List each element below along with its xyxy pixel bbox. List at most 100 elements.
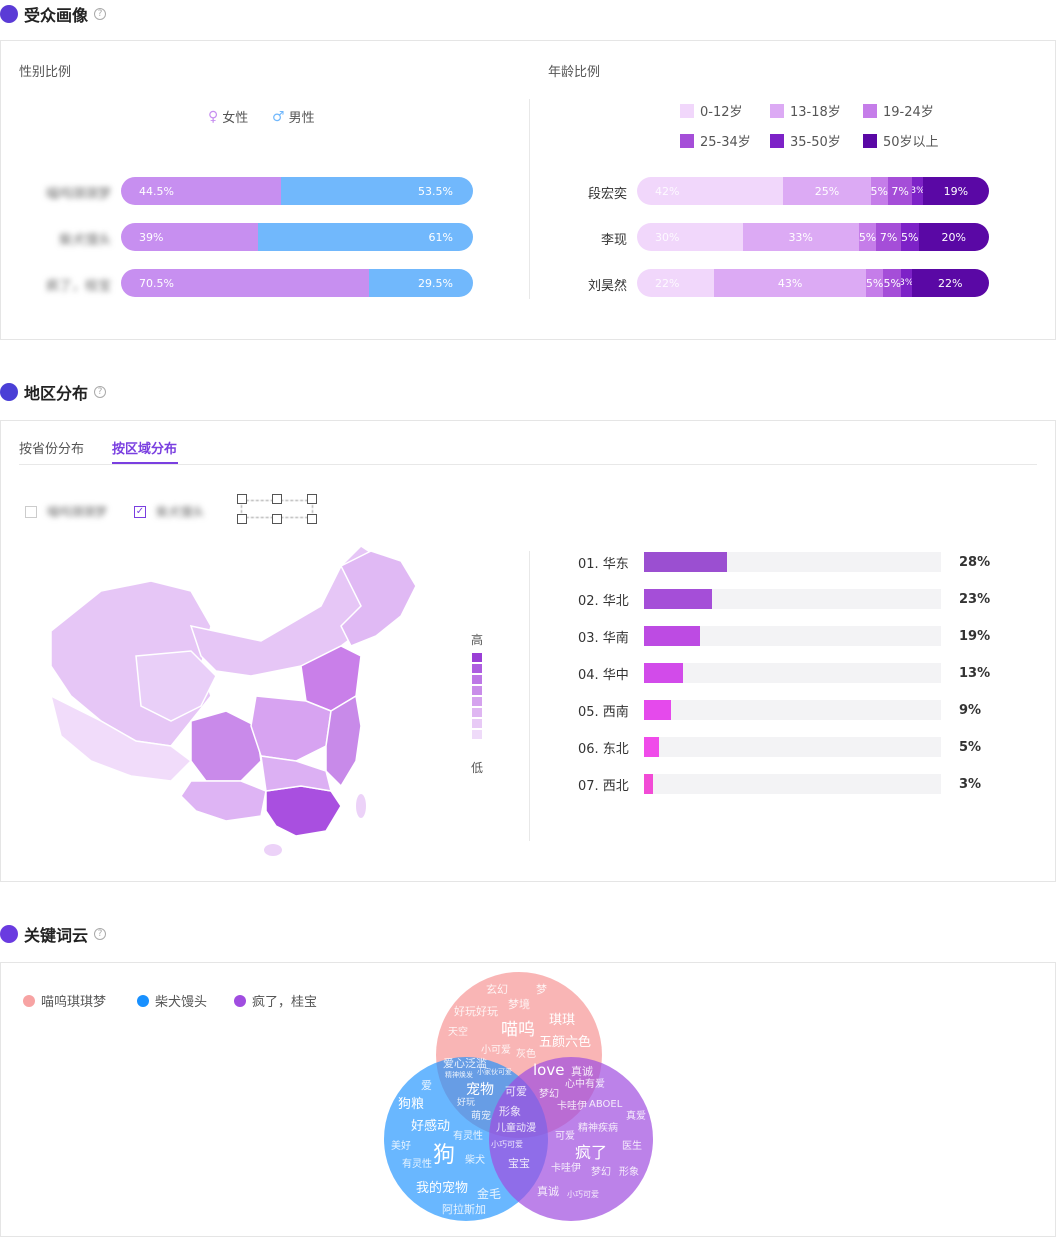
keyword-word: 狗 <box>433 1143 456 1168</box>
resize-handle-box[interactable] <box>237 494 317 524</box>
age-bar-segment: 33% <box>742 223 859 251</box>
globe-icon <box>0 383 18 401</box>
china-map[interactable] <box>41 546 421 856</box>
filter-item-2[interactable]: ✓ 柴犬馒头 <box>134 503 204 520</box>
checkbox-checked-icon[interactable]: ✓ <box>134 505 146 518</box>
age-bar-segment: 7% <box>876 223 901 251</box>
help-icon[interactable]: ? <box>94 8 107 20</box>
age-legend-swatch <box>770 103 784 118</box>
age-bar-segment: 5% <box>865 269 884 297</box>
age-bar[interactable]: 22%43%5%5%3%22% <box>637 269 989 297</box>
filter-label: 喵呜琪琪梦 <box>47 505 108 519</box>
audience-icon <box>0 5 18 23</box>
keyword-word: 好感动 <box>411 1119 451 1134</box>
keyword-word: 阿拉斯加 <box>442 1203 486 1216</box>
keyword-word: 灰色 <box>516 1049 536 1060</box>
help-icon[interactable]: ? <box>94 386 107 398</box>
legend-female[interactable]: ♀ 女性 <box>208 107 248 127</box>
region-bar-track <box>644 552 941 572</box>
keyword-legend-item[interactable]: 柴犬馒头 <box>137 991 207 1010</box>
region-bar-fill <box>644 774 653 794</box>
age-bar-segment: 5% <box>870 177 888 205</box>
age-legend-swatch <box>680 133 694 148</box>
keyword-word: 真爱 <box>626 1111 646 1122</box>
age-legend-item[interactable]: 50岁以上 <box>863 131 939 150</box>
keyword-word: 美好 <box>391 1141 411 1152</box>
age-legend-label: 35-50岁 <box>790 135 841 150</box>
region-row[interactable]: 03. 华南 19% <box>578 626 998 646</box>
age-legend-item[interactable]: 25-34岁 <box>680 131 751 150</box>
gender-bar[interactable]: 44.5% 53.5% <box>121 177 473 205</box>
keyword-word: 柴犬 <box>465 1155 485 1166</box>
tab-area[interactable]: 按区域分布 <box>112 442 178 457</box>
filter-label: 柴犬馒头 <box>156 505 205 519</box>
gender-bar[interactable]: 70.5% 29.5% <box>121 269 473 297</box>
keyword-word: 我的宠物 <box>416 1181 469 1196</box>
age-bar-segment: 20% <box>918 223 989 251</box>
checkbox[interactable] <box>25 505 37 518</box>
region-row[interactable]: 04. 华中 13% <box>578 663 998 683</box>
region-row[interactable]: 06. 东北 5% <box>578 737 998 757</box>
region-bar-fill <box>644 663 683 683</box>
region-row[interactable]: 07. 西北 3% <box>578 774 998 794</box>
age-bar[interactable]: 30% 33% 5% 7% 5% 20% <box>637 223 989 251</box>
region-bar-fill <box>644 552 728 572</box>
keyword-word: 形象 <box>619 1167 639 1178</box>
age-row-name: 李现 <box>600 233 627 248</box>
keyword-word: 小可爱 <box>481 1045 511 1056</box>
age-legend-label: 50岁以上 <box>883 135 939 150</box>
age-legend-label: 25-34岁 <box>700 135 751 150</box>
region-name: 01. 华东 <box>578 556 629 572</box>
age-row-name: 刘昊然 <box>587 279 627 294</box>
map-region-sichuan <box>190 710 262 782</box>
keyword-legend-item[interactable]: 喵呜琪琪梦 <box>23 991 106 1010</box>
age-bar[interactable]: 42%25%5%7%3%19% <box>637 177 989 205</box>
age-legend-label: 19-24岁 <box>883 105 934 120</box>
keyword-word: 真诚 <box>537 1185 559 1198</box>
gender-bar-male: 61% <box>258 223 473 251</box>
region-bar-track <box>644 663 941 683</box>
gender-bar[interactable]: 39% 61% <box>121 223 473 251</box>
age-bar-segment: 22% <box>637 269 715 297</box>
age-legend-item[interactable]: 13-18岁 <box>770 101 841 120</box>
age-legend-item[interactable]: 0-12岁 <box>680 101 743 120</box>
age-bar-segment: 7% <box>887 177 913 205</box>
region-bar-track <box>644 626 941 646</box>
legend-male[interactable]: ♂ 男性 <box>272 107 315 127</box>
age-legend-item[interactable]: 19-24岁 <box>863 101 934 120</box>
keyword-word: 五颜六色 <box>539 1035 592 1050</box>
age-bar-segment: 3% <box>912 177 923 205</box>
keywords-section-title: 关键词云 ? <box>0 922 107 946</box>
keyword-legend-item[interactable]: 疯了，桂宝 <box>234 991 317 1010</box>
age-label: 年龄比例 <box>548 65 601 80</box>
help-icon[interactable]: ? <box>94 928 107 940</box>
female-icon: ♀ <box>208 108 219 125</box>
keyword-word: 好玩好玩 <box>454 1005 498 1018</box>
legend-dot <box>23 994 35 1007</box>
keyword-word: 真诚 <box>571 1065 593 1078</box>
age-bar-segment: 5% <box>900 223 919 251</box>
region-bar-track <box>644 700 941 720</box>
region-name: 05. 西南 <box>578 704 629 720</box>
filter-item-1[interactable]: 喵呜琪琪梦 <box>25 503 107 520</box>
age-legend-item[interactable]: 35-50岁 <box>770 131 841 150</box>
divider <box>529 99 530 299</box>
region-row[interactable]: 01. 华东 28% <box>578 552 998 572</box>
keyword-word: 梦 <box>536 983 547 996</box>
region-value: 28% <box>959 554 991 570</box>
age-bar-segment: 5% <box>883 269 901 297</box>
keyword-word: 宠物 <box>466 1082 494 1098</box>
age-bar-segment: 3% <box>900 269 912 297</box>
keyword-word: 爱 <box>421 1079 432 1092</box>
keyword-word: 可爱 <box>505 1085 527 1098</box>
divider <box>529 551 530 841</box>
region-value: 3% <box>959 776 982 792</box>
keyword-word: 有灵性 <box>453 1131 483 1142</box>
region-bar-track <box>644 774 941 794</box>
keyword-word: 精神疾病 <box>578 1123 618 1134</box>
region-name: 04. 华中 <box>578 667 629 683</box>
region-row[interactable]: 02. 华北 23% <box>578 589 998 609</box>
tab-province[interactable]: 按省份分布 <box>19 442 85 457</box>
age-legend-swatch <box>863 103 877 118</box>
region-row[interactable]: 05. 西南 9% <box>578 700 998 720</box>
